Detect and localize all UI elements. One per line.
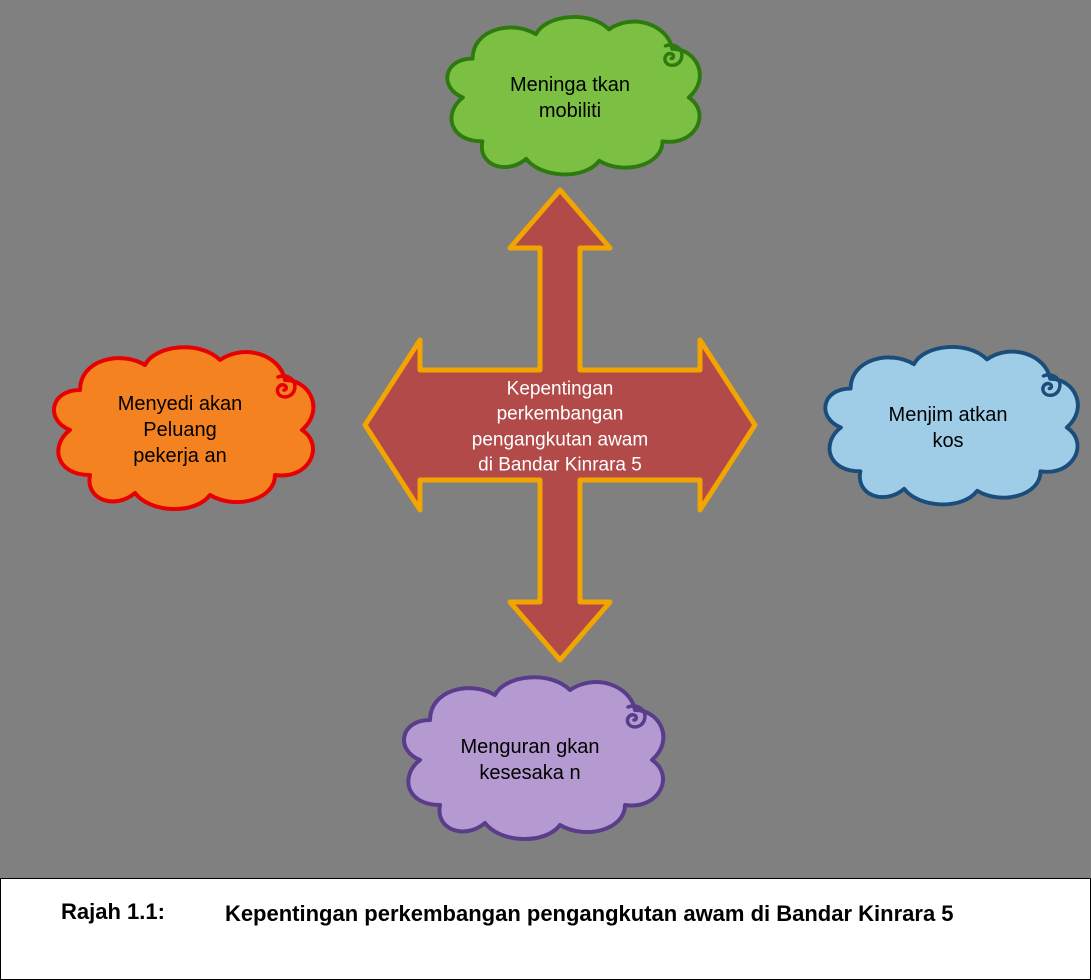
diagram-canvas: Kepentingan perkembangan pengangkutan aw… xyxy=(0,0,1091,878)
caption-bar: Rajah 1.1: Kepentingan perkembangan peng… xyxy=(0,878,1091,980)
cloud-top: Meninga tkan mobiliti xyxy=(430,5,710,190)
cloud-right-label: Menjim atkan kos xyxy=(878,402,1018,454)
cloud-left-label: Menyedi akan Peluang pekerja an xyxy=(110,391,250,469)
center-label: Kepentingan perkembangan pengangkutan aw… xyxy=(470,376,650,479)
center-cross-shape: Kepentingan perkembangan pengangkutan aw… xyxy=(360,180,760,675)
caption-text: Kepentingan perkembangan pengangkutan aw… xyxy=(225,899,954,930)
cloud-bottom-label: Menguran gkan kesesaka n xyxy=(460,734,600,786)
cloud-bottom: Menguran gkan kesesaka n xyxy=(390,665,670,855)
caption-label: Rajah 1.1: xyxy=(61,899,165,925)
cloud-right: Menjim atkan kos xyxy=(808,335,1088,520)
cloud-left: Menyedi akan Peluang pekerja an xyxy=(40,335,320,525)
cloud-top-label: Meninga tkan mobiliti xyxy=(500,72,640,124)
